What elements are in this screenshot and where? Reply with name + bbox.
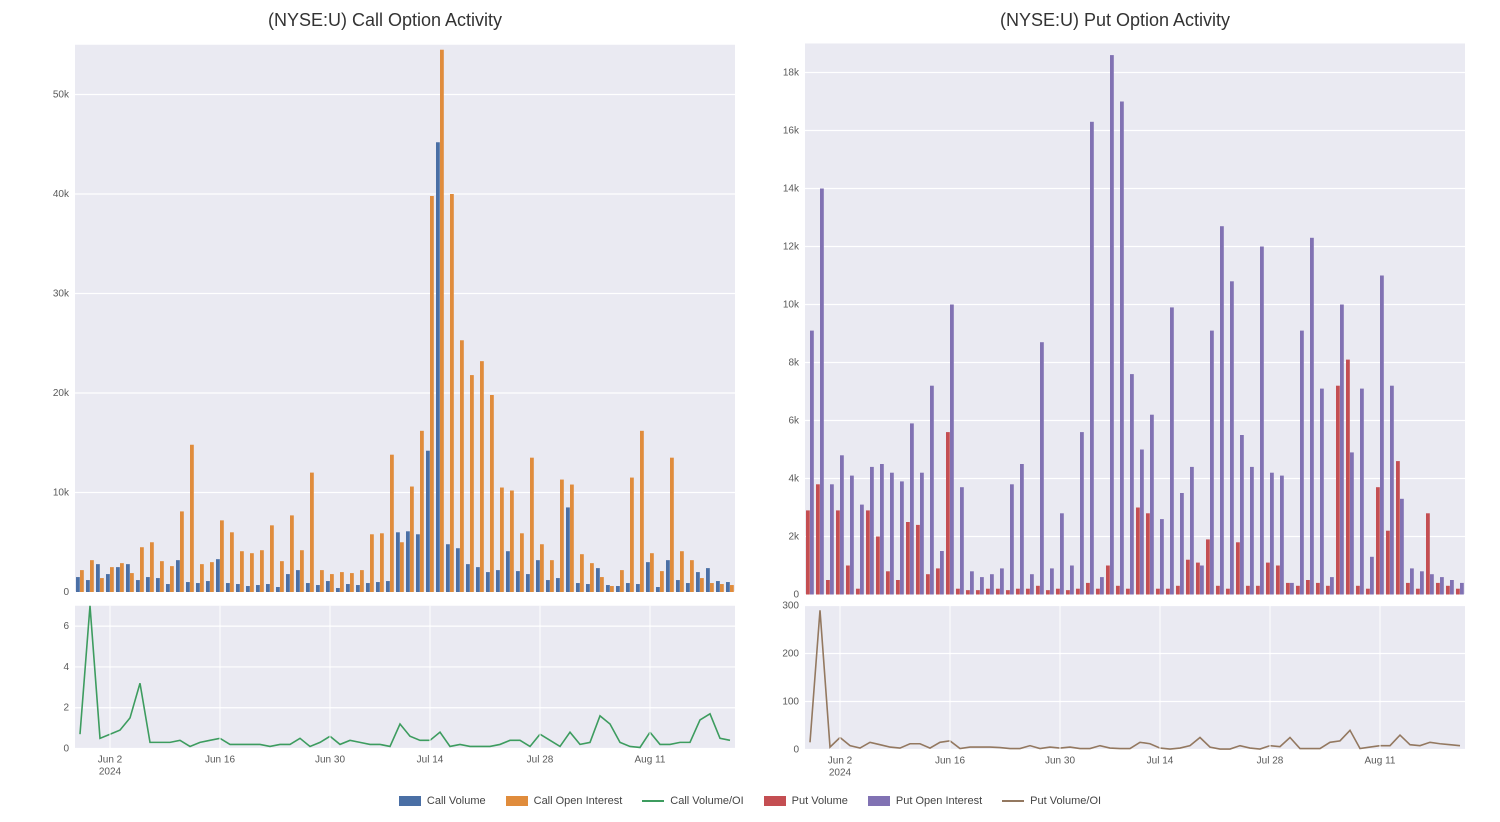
right-panel: (NYSE:U) Put Option Activity 0 2k 4k 6k 8k 10… (760, 10, 1470, 787)
svg-text:Aug 11: Aug 11 (1365, 756, 1396, 767)
figure-container: (NYSE:U) Call Option Activity 0 10k 20k 30k… (0, 0, 1500, 800)
svg-text:10k: 10k (783, 300, 800, 311)
svg-text:8k: 8k (788, 358, 800, 369)
svg-text:0: 0 (63, 587, 69, 598)
legend-label: Put Open Interest (896, 795, 982, 807)
svg-text:40k: 40k (53, 189, 70, 200)
svg-text:2024: 2024 (829, 768, 852, 779)
legend-label: Call Volume (427, 795, 486, 807)
right-sub-chart: 0 100 200 300 Jun 2 Jun 16 Jun 30 Jul 14 Jul 28 A… (760, 601, 1470, 787)
legend-swatch (642, 800, 664, 802)
svg-text:12k: 12k (783, 242, 800, 253)
svg-text:Jun 16: Jun 16 (205, 754, 235, 765)
svg-text:50k: 50k (53, 90, 70, 101)
svg-text:300: 300 (782, 601, 799, 612)
svg-text:Jun 30: Jun 30 (315, 754, 345, 765)
legend-swatch (399, 796, 421, 806)
svg-text:2024: 2024 (99, 766, 122, 777)
legend-swatch (506, 796, 528, 806)
svg-text:Jul 14: Jul 14 (1147, 756, 1174, 767)
legend: Call Volume Call Open Interest Call Volume… (0, 787, 1500, 822)
svg-text:6: 6 (63, 621, 69, 632)
svg-text:0: 0 (63, 743, 69, 754)
left-panel: (NYSE:U) Call Option Activity 0 10k 20k 30k… (30, 10, 740, 787)
svg-text:6k: 6k (788, 416, 800, 427)
right-main-svg: 0 2k 4k 6k 8k 10k 12k 14k 16k 18k (760, 36, 1470, 599)
svg-text:16k: 16k (783, 126, 800, 137)
svg-text:100: 100 (782, 697, 799, 708)
svg-text:4k: 4k (788, 474, 800, 485)
legend-item: Call Volume/OI (642, 795, 743, 807)
svg-text:0: 0 (793, 745, 799, 756)
legend-item: Put Volume/OI (1002, 795, 1101, 807)
legend-swatch (868, 796, 890, 806)
left-main-chart: 0 10k 20k 30k 40k 50k (30, 36, 740, 598)
svg-text:200: 200 (782, 649, 799, 660)
svg-text:18k: 18k (783, 68, 800, 79)
svg-text:Aug 11: Aug 11 (635, 754, 666, 765)
right-chart-title: (NYSE:U) Put Option Activity (760, 10, 1470, 31)
svg-text:Jul 28: Jul 28 (1257, 756, 1284, 767)
svg-text:Jun 16: Jun 16 (935, 756, 965, 767)
legend-item: Call Open Interest (506, 795, 623, 807)
legend-label: Put Volume/OI (1030, 795, 1101, 807)
left-sub-chart: 0 2 4 6 Jun 2 Jun 16 Jun 30 Jul 14 Jul 28 Aug 11 2… (30, 600, 740, 787)
right-main-chart: 0 2k 4k 6k 8k 10k 12k 14k 16k 18k (760, 36, 1470, 599)
charts-row: (NYSE:U) Call Option Activity 0 10k 20k 30k… (0, 0, 1500, 787)
svg-text:Jun 2: Jun 2 (828, 756, 853, 767)
svg-text:2: 2 (63, 702, 69, 713)
legend-item: Call Volume (399, 795, 486, 807)
left-main-svg: 0 10k 20k 30k 40k 50k (30, 36, 740, 598)
svg-text:Jun 2: Jun 2 (98, 754, 123, 765)
legend-item: Put Volume (764, 795, 848, 807)
svg-text:4: 4 (63, 662, 69, 673)
svg-text:10k: 10k (53, 488, 70, 499)
legend-swatch (764, 796, 786, 806)
legend-swatch (1002, 800, 1024, 802)
svg-text:Jul 28: Jul 28 (527, 754, 554, 765)
legend-label: Call Volume/OI (670, 795, 743, 807)
svg-text:30k: 30k (53, 289, 70, 300)
left-chart-title: (NYSE:U) Call Option Activity (30, 10, 740, 31)
left-sub-svg: 0 2 4 6 Jun 2 Jun 16 Jun 30 Jul 14 Jul 28 Aug 11 2… (30, 600, 740, 787)
svg-text:Jun 30: Jun 30 (1045, 756, 1075, 767)
right-sub-svg: 0 100 200 300 Jun 2 Jun 16 Jun 30 Jul 14 Jul 28 A… (760, 601, 1470, 787)
legend-label: Put Volume (792, 795, 848, 807)
svg-text:Jul 14: Jul 14 (417, 754, 444, 765)
svg-text:14k: 14k (783, 184, 800, 195)
svg-text:2k: 2k (788, 532, 800, 543)
svg-text:20k: 20k (53, 388, 70, 399)
legend-item: Put Open Interest (868, 795, 982, 807)
svg-text:0: 0 (793, 590, 799, 600)
legend-label: Call Open Interest (534, 795, 623, 807)
